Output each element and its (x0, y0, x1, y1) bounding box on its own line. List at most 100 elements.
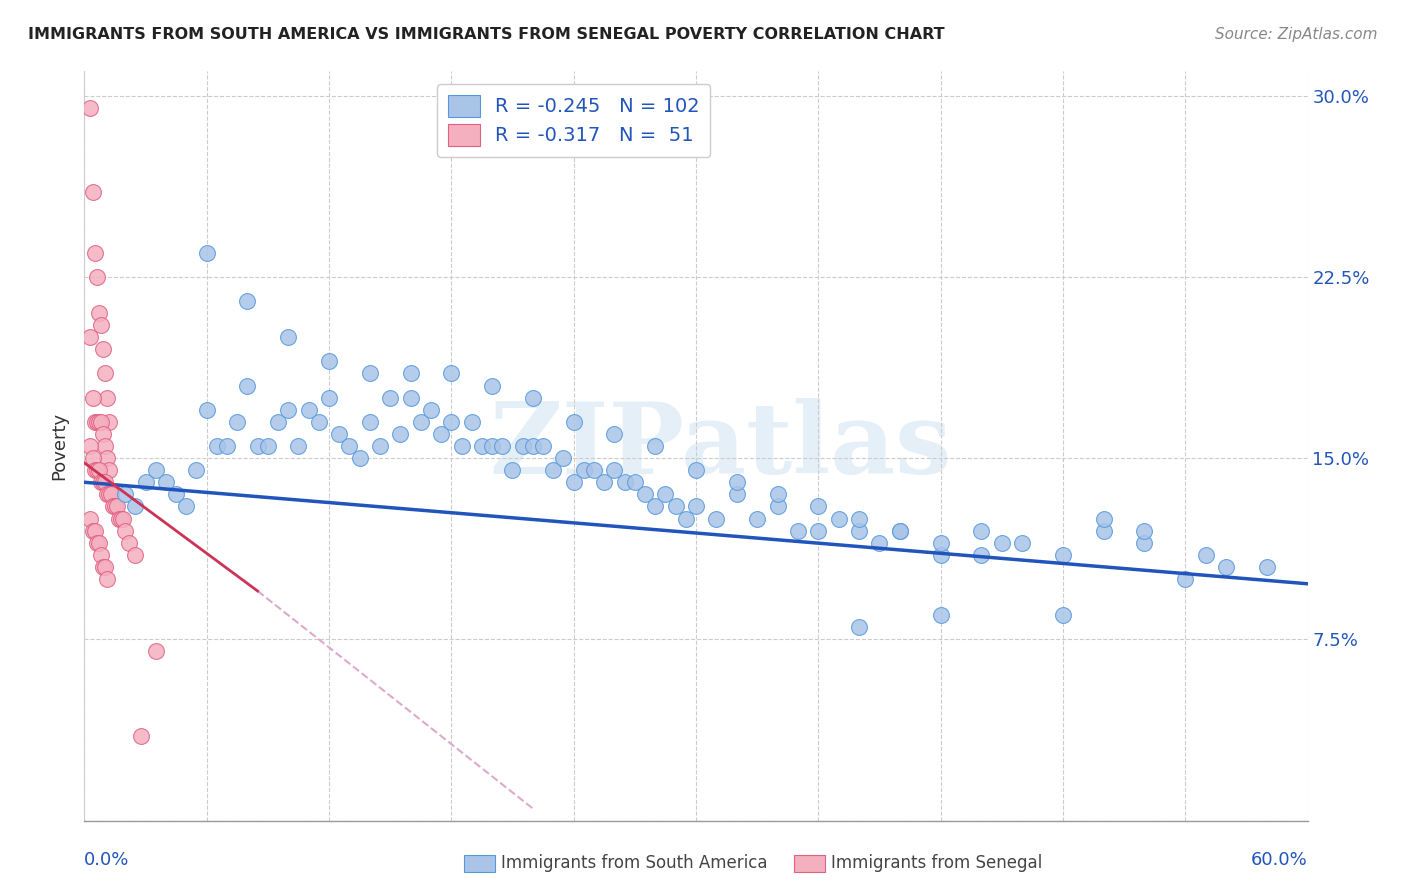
Point (543, 463, 565, 477)
Point (929, 608, 952, 623)
Point (889, 524, 911, 538)
Point (96, 451, 118, 466)
Point (86, 269, 108, 284)
Point (471, 439, 494, 453)
Point (512, 439, 534, 453)
Point (83, 524, 105, 538)
Point (267, 415, 290, 429)
Point (991, 535, 1014, 549)
Point (91, 559, 114, 574)
Point (644, 500, 666, 514)
Point (787, 524, 810, 538)
Point (114, 487, 136, 501)
Point (562, 475, 585, 490)
Point (807, 500, 830, 514)
Point (82, 524, 104, 538)
Point (105, 500, 128, 514)
Point (82, 391, 104, 405)
Point (481, 378, 503, 392)
Point (1195, 548, 1218, 562)
Point (93, 559, 115, 574)
Point (359, 415, 381, 429)
Point (1133, 535, 1156, 549)
Legend: R = -0.245   N = 102, R = -0.317   N =  51: R = -0.245 N = 102, R = -0.317 N = 51 (437, 84, 710, 157)
Text: 60.0%: 60.0% (1251, 851, 1308, 869)
Point (828, 511, 851, 525)
Point (90, 548, 112, 562)
Point (562, 415, 585, 429)
Point (195, 245, 218, 260)
Point (165, 487, 187, 501)
Point (685, 463, 707, 477)
Point (195, 402, 218, 417)
Point (929, 548, 952, 562)
Point (277, 402, 299, 417)
Text: Source: ZipAtlas.com: Source: ZipAtlas.com (1215, 27, 1378, 42)
Point (430, 426, 453, 441)
Point (131, 729, 153, 743)
Point (970, 548, 993, 562)
Point (155, 475, 177, 490)
Point (665, 500, 688, 514)
Point (217, 439, 239, 453)
Point (100, 487, 122, 501)
Point (706, 511, 728, 525)
Point (79, 330, 101, 344)
Point (531, 439, 554, 453)
Point (87, 463, 110, 477)
Point (82, 185, 104, 199)
Point (205, 439, 228, 453)
Point (87, 535, 110, 549)
Point (298, 402, 321, 417)
Point (349, 451, 371, 466)
Point (593, 475, 616, 490)
Point (82, 451, 104, 466)
Point (186, 463, 208, 477)
Point (502, 463, 524, 477)
Point (87, 306, 110, 320)
Point (91, 475, 114, 490)
Point (112, 511, 135, 525)
Point (399, 367, 422, 381)
Point (91, 426, 114, 441)
Point (848, 620, 870, 634)
Point (685, 500, 707, 514)
Point (287, 439, 309, 453)
Point (889, 524, 911, 538)
Point (1256, 559, 1278, 574)
Point (654, 487, 676, 501)
Point (97, 415, 120, 429)
Point (368, 439, 391, 453)
Point (90, 415, 112, 429)
Point (86, 463, 108, 477)
Point (236, 378, 259, 392)
Point (970, 524, 993, 538)
Point (1174, 572, 1197, 586)
Point (86, 415, 108, 429)
Point (1133, 524, 1156, 538)
Point (409, 415, 432, 429)
Text: ZIPatlas: ZIPatlas (489, 398, 952, 494)
Point (1052, 548, 1074, 562)
Point (246, 439, 269, 453)
Point (1092, 511, 1115, 525)
Point (440, 367, 463, 381)
Point (145, 463, 167, 477)
Point (101, 500, 124, 514)
Text: 0.0%: 0.0% (84, 851, 129, 869)
Point (807, 524, 830, 538)
Point (553, 451, 575, 466)
Point (491, 439, 513, 453)
Point (91, 343, 114, 357)
Point (174, 500, 197, 514)
Point (96, 572, 118, 586)
Point (420, 402, 443, 417)
Point (96, 487, 118, 501)
Point (675, 511, 697, 525)
Point (603, 463, 626, 477)
Point (124, 500, 146, 514)
Point (135, 475, 157, 490)
Point (83, 245, 105, 260)
Point (110, 511, 132, 525)
Point (339, 439, 361, 453)
